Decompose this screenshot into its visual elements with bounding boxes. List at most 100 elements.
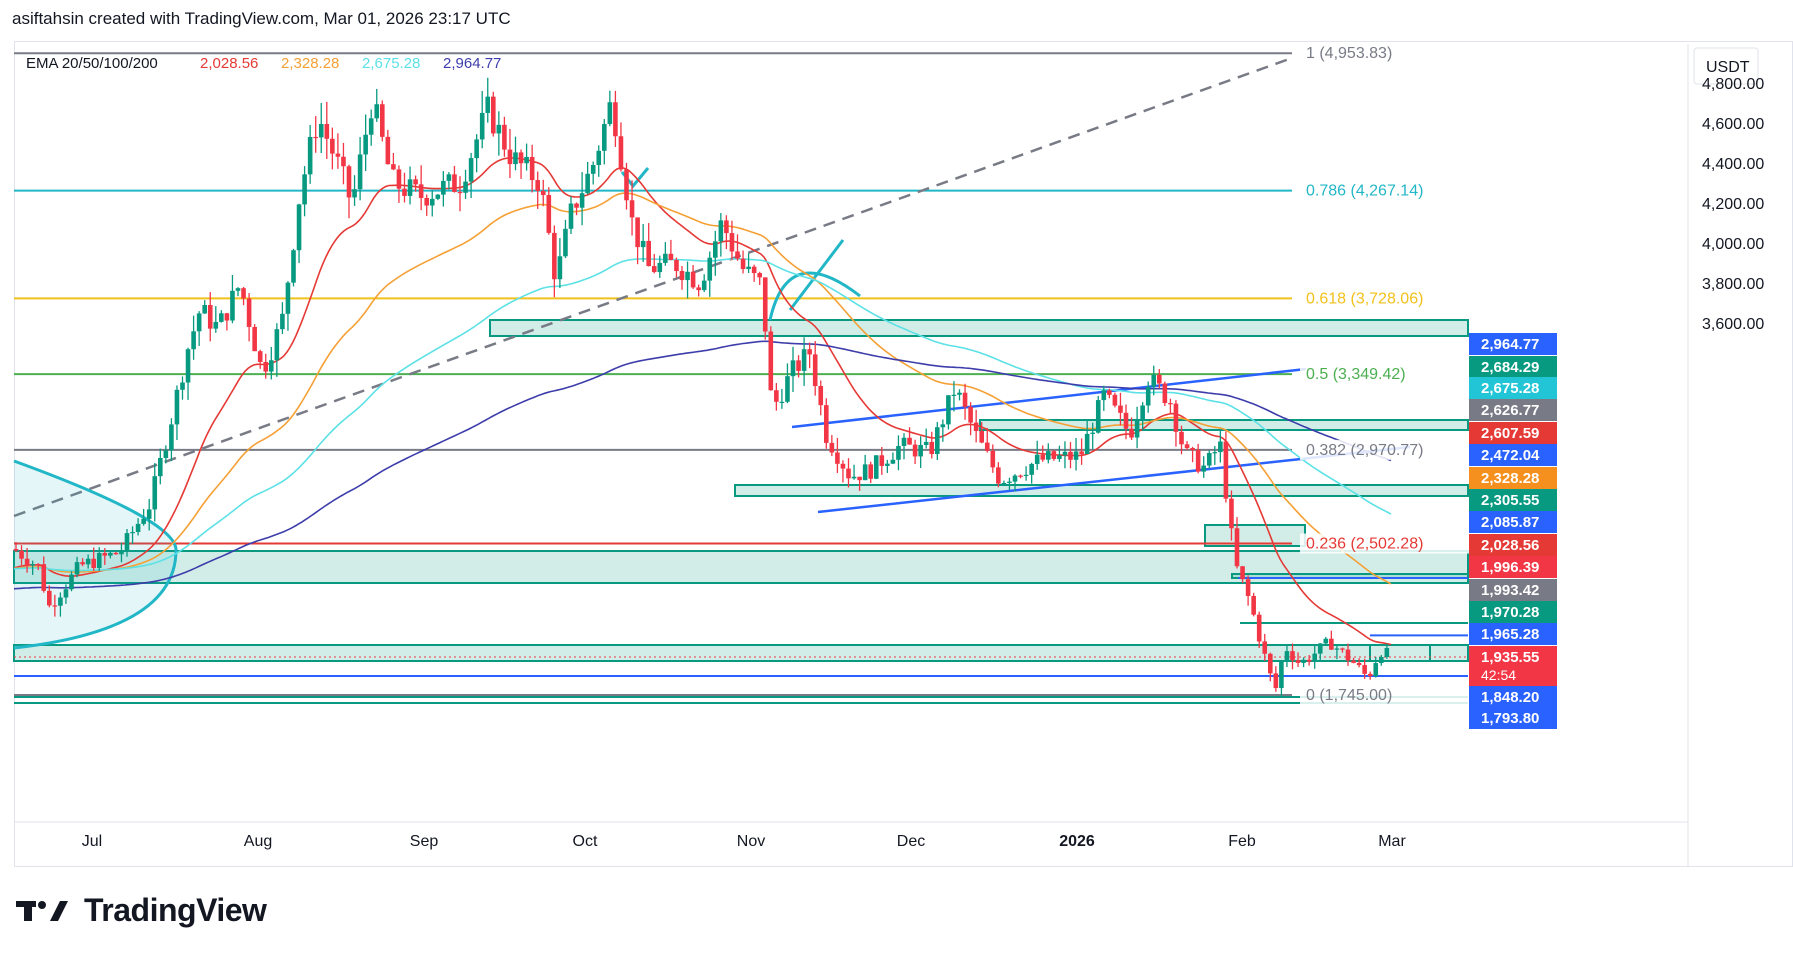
price-tag: 1,848.20	[1469, 686, 1557, 708]
candle	[269, 346, 274, 380]
price-tag-bg	[1469, 467, 1557, 489]
candle-body	[979, 431, 984, 443]
candle	[441, 171, 446, 207]
candle	[224, 312, 230, 331]
candle-body	[912, 444, 918, 457]
candle-body	[829, 442, 835, 453]
candle	[1306, 655, 1312, 666]
candle-body	[1107, 390, 1112, 395]
candle-body	[47, 590, 52, 606]
candle-body	[535, 180, 540, 191]
candle-body	[1123, 412, 1129, 429]
candle-body	[990, 450, 996, 468]
candle-body	[435, 194, 441, 199]
candle-body	[568, 203, 574, 229]
time-tick: Mar	[1378, 833, 1406, 850]
fib-label-bg	[1300, 180, 1470, 201]
candle	[263, 353, 269, 379]
candle	[357, 137, 363, 201]
candle-body	[663, 253, 668, 263]
candle-body	[835, 452, 840, 464]
candle-body	[862, 464, 868, 481]
candle-body	[1212, 452, 1218, 454]
candle-body	[352, 189, 357, 198]
candle-body	[807, 349, 812, 355]
candle-body	[707, 257, 713, 281]
candle-body	[158, 457, 163, 477]
candle-body	[790, 360, 796, 377]
candle	[1290, 643, 1295, 670]
candle	[1206, 450, 1212, 469]
candle-body	[219, 313, 224, 322]
candle	[812, 341, 818, 396]
price-tick: 4,400.00	[1702, 156, 1764, 173]
candle	[879, 446, 885, 475]
tradingview-logo[interactable]: TradingView	[16, 892, 267, 929]
candle	[507, 128, 513, 178]
candle	[779, 388, 785, 409]
candle	[1184, 441, 1190, 451]
candle-body	[940, 424, 946, 428]
fib-label: 0.618 (3,728.06)	[1306, 290, 1423, 307]
candle	[1012, 474, 1018, 492]
candle	[113, 551, 119, 555]
candle	[746, 253, 751, 273]
candle-body	[518, 152, 524, 164]
candle-body	[1334, 648, 1340, 650]
candle	[785, 363, 790, 404]
fib-label-bg	[1300, 43, 1470, 64]
candle	[407, 166, 413, 205]
candle-body	[907, 437, 912, 445]
currency-box[interactable]	[1693, 47, 1759, 85]
candle	[757, 271, 762, 285]
candle-body	[313, 136, 318, 139]
candle	[923, 428, 929, 449]
candle	[518, 149, 524, 179]
candle	[585, 162, 590, 195]
candle	[424, 194, 429, 216]
candle-body	[1179, 431, 1184, 445]
price-chart[interactable]: 1 (4,953.83) 0.786 (4,267.14) 0.618 (3,728…	[0, 0, 1793, 880]
price-tag-text: 1,965.28	[1481, 626, 1539, 643]
fib-label: 0 (1,745.00)	[1306, 687, 1392, 704]
price-tag-bg	[1469, 686, 1557, 708]
candle-body	[246, 298, 252, 327]
candle	[835, 437, 840, 474]
price-axis-ticks: 4,800.00 4,600.00 4,400.00 4,200.00 4,000.00…	[1702, 76, 1764, 333]
candle	[707, 251, 713, 297]
dashed-fib-trendline	[13, 56, 1293, 518]
candle-body	[302, 174, 307, 205]
candle-body	[1306, 659, 1312, 662]
candle	[1229, 490, 1234, 541]
candle	[651, 254, 657, 274]
candle	[1112, 392, 1118, 408]
candle	[946, 395, 951, 430]
candle-body	[1095, 400, 1101, 433]
candle-body	[1379, 657, 1384, 664]
candle-body	[1256, 614, 1262, 642]
candle-body	[213, 321, 219, 329]
candle	[1079, 438, 1084, 465]
candle	[330, 127, 335, 170]
candle	[291, 248, 296, 287]
candle-body	[1229, 498, 1234, 529]
currency-label: USDT	[1706, 59, 1750, 76]
candle-body	[984, 442, 990, 451]
candle	[918, 436, 923, 468]
candle	[1107, 388, 1112, 399]
candle-body	[746, 266, 751, 270]
candle-body	[713, 241, 718, 258]
candle-body	[169, 424, 174, 451]
candle-body	[1034, 454, 1040, 464]
candle	[1284, 644, 1290, 668]
candle-body	[1345, 649, 1351, 661]
candle	[629, 180, 635, 236]
candle	[180, 376, 185, 400]
candle-body	[973, 422, 979, 432]
candle	[374, 88, 380, 122]
candle-body	[1057, 455, 1062, 459]
candle	[119, 542, 124, 563]
candle	[535, 171, 540, 209]
fib-label: 0.5 (3,349.42)	[1306, 366, 1406, 383]
candle-body	[174, 389, 180, 425]
